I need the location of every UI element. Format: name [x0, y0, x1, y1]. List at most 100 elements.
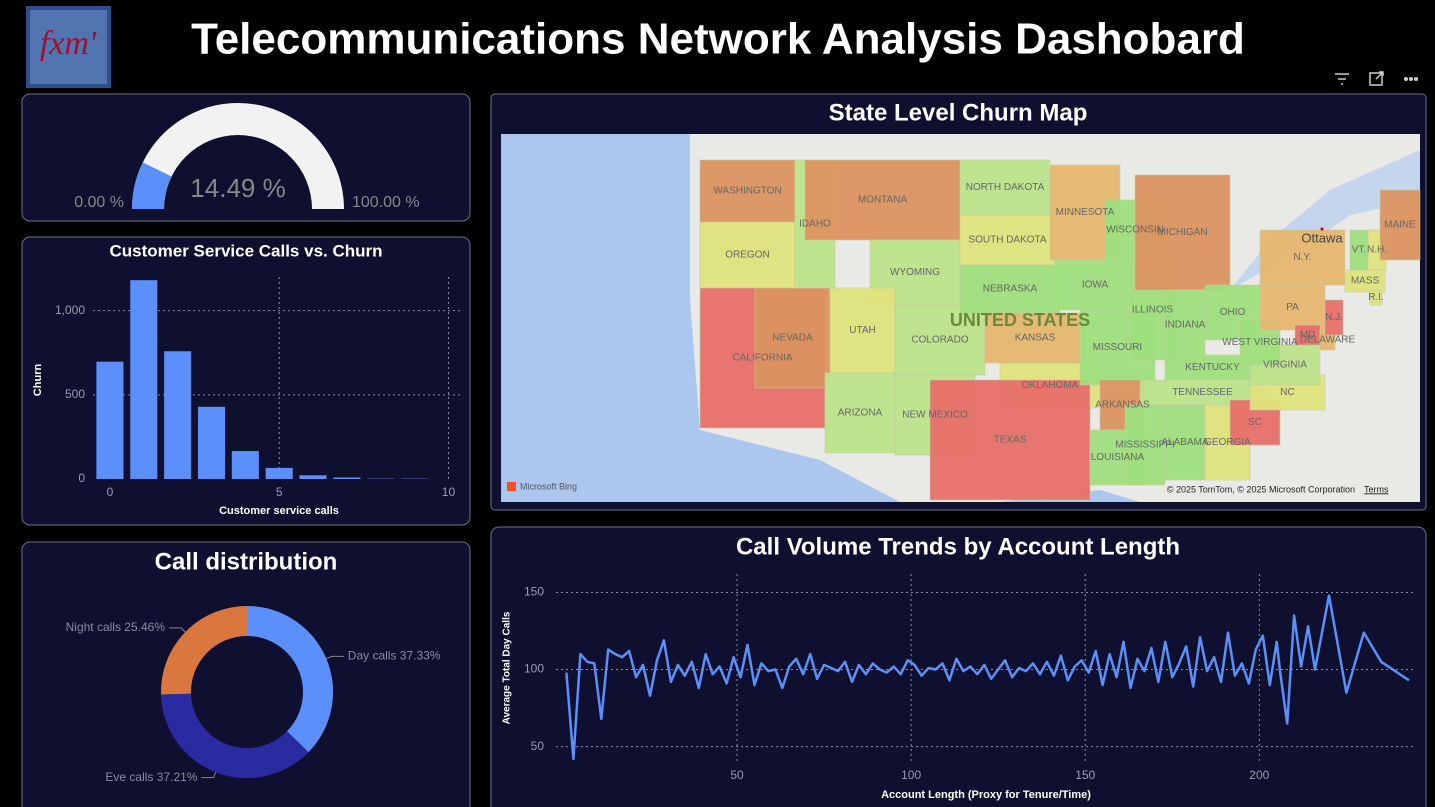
- state-label: KANSAS: [1015, 333, 1056, 344]
- logo-bg: [30, 10, 107, 84]
- state-label: VIRGINIA: [1263, 360, 1307, 371]
- x-axis-label: Customer service calls: [219, 505, 339, 517]
- state-label: CALIFORNIA: [732, 353, 792, 364]
- state-label: IDAHO: [799, 219, 831, 230]
- state: [1324, 299, 1344, 336]
- donut-slice: [247, 605, 334, 753]
- y-tick-label: 150: [524, 585, 544, 599]
- state-label: PA: [1286, 302, 1299, 313]
- x-axis-label: Account Length (Proxy for Tenure/Time): [881, 789, 1091, 801]
- y-tick-label: 50: [531, 739, 545, 753]
- bar: [231, 451, 259, 479]
- state-label: NORTH DAKOTA: [966, 182, 1045, 193]
- state-label: OHIO: [1220, 307, 1246, 318]
- gauge-limit-label: 0.00 %: [74, 194, 124, 211]
- state-label: OREGON: [725, 250, 769, 261]
- state: [959, 264, 1061, 314]
- state: [1379, 189, 1421, 261]
- state-label: R.I.: [1368, 292, 1384, 303]
- state-label: MD: [1300, 330, 1316, 341]
- logo-text: fxm': [40, 25, 97, 62]
- chart-title: Customer Service Calls vs. Churn: [109, 241, 382, 260]
- state: [959, 214, 1056, 266]
- state-label: WYOMING: [890, 267, 940, 278]
- donut-panel: [21, 541, 471, 807]
- state-label: LOUISIANA: [1091, 452, 1145, 463]
- chart-title: Call distribution: [155, 548, 338, 575]
- state: [824, 372, 896, 454]
- state-label: WEST VIRGINIA: [1222, 337, 1298, 348]
- chart-title: Call Volume Trends by Account Length: [736, 533, 1180, 560]
- state: [929, 379, 1091, 501]
- bing-logo: [507, 482, 516, 491]
- state: [1369, 289, 1383, 306]
- x-tick-label: 0: [107, 485, 114, 499]
- state: [959, 159, 1051, 216]
- state-label: ALABAMA: [1161, 437, 1209, 448]
- x-tick-label: 150: [1075, 768, 1095, 782]
- state: [1164, 404, 1206, 481]
- state-label: COLORADO: [911, 335, 968, 346]
- state-label: N.J.: [1325, 312, 1343, 323]
- state-label: ARIZONA: [838, 408, 883, 419]
- state: [1259, 229, 1346, 286]
- y-tick-label: 0: [78, 471, 85, 485]
- bar: [265, 467, 293, 479]
- state-label: NC: [1280, 387, 1294, 398]
- state-label: N.Y.: [1293, 252, 1311, 263]
- state-label: N.H.: [1367, 245, 1387, 256]
- state-label: NEW MEXICO: [902, 410, 968, 421]
- state: [1134, 174, 1231, 291]
- donut-slice: [161, 693, 309, 779]
- state: [1259, 284, 1326, 331]
- state: [894, 304, 986, 376]
- state-label: INDIANA: [1165, 320, 1206, 331]
- city-label: Ottawa: [1301, 230, 1343, 245]
- state-label: ILLINOIS: [1132, 305, 1173, 316]
- gauge-limit-label: 100.00 %: [352, 194, 420, 211]
- y-axis-label: Average Total Day Calls: [502, 611, 513, 724]
- state-label: SOUTH DAKOTA: [968, 235, 1046, 246]
- state-label: NEBRASKA: [983, 284, 1038, 295]
- state-label: TENNESSEE: [1172, 387, 1233, 398]
- x-tick-label: 200: [1249, 768, 1269, 782]
- line-panel: [490, 526, 1427, 807]
- bar-panel: [21, 236, 471, 526]
- city-dot: [1320, 227, 1324, 231]
- leader-line: [169, 627, 186, 633]
- state: [1164, 289, 1206, 361]
- state-label: IOWA: [1082, 280, 1109, 291]
- slice-label: Eve calls 37.21%: [105, 770, 197, 784]
- map: WASHINGTON OREGON CALIFORNIA NEVADA IDAHO MON…: [501, 134, 1421, 502]
- x-tick-label: 50: [730, 768, 744, 782]
- state-label: MISSOURI: [1093, 342, 1142, 353]
- provider: Microsoft Bing: [520, 481, 577, 491]
- x-tick-label: 5: [276, 485, 283, 499]
- copyright: © 2025 TomTom, © 2025 Microsoft Corporat…: [1167, 484, 1355, 494]
- x-tick-label: 100: [901, 768, 921, 782]
- state-label: WASHINGTON: [713, 186, 781, 197]
- state-label: MASS: [1351, 276, 1380, 287]
- y-axis-label: Churn: [32, 364, 44, 397]
- bar: [333, 477, 361, 479]
- state: [829, 287, 896, 374]
- y-tick-label: 100: [524, 662, 544, 676]
- state-label: UTAH: [849, 325, 875, 336]
- state-label: KENTUCKY: [1185, 362, 1240, 373]
- state-label: GEORGIA: [1204, 437, 1251, 448]
- terms: Terms: [1364, 484, 1389, 494]
- state-label: OKLAHOMA: [1022, 380, 1079, 391]
- state-label: DELAWARE: [1300, 335, 1356, 346]
- country-label: UNITED STATES: [950, 310, 1090, 330]
- leader-line: [201, 771, 217, 779]
- visual-icons[interactable]: [1335, 71, 1419, 86]
- state-label: MAINE: [1384, 220, 1416, 231]
- state-label: NEVADA: [772, 333, 813, 344]
- state-label: WISCONSIN: [1106, 225, 1164, 236]
- bar: [96, 361, 124, 479]
- bar: [299, 475, 327, 479]
- bar: [164, 351, 192, 479]
- state-label: SC: [1248, 417, 1262, 428]
- state-label: MICHIGAN: [1158, 227, 1208, 238]
